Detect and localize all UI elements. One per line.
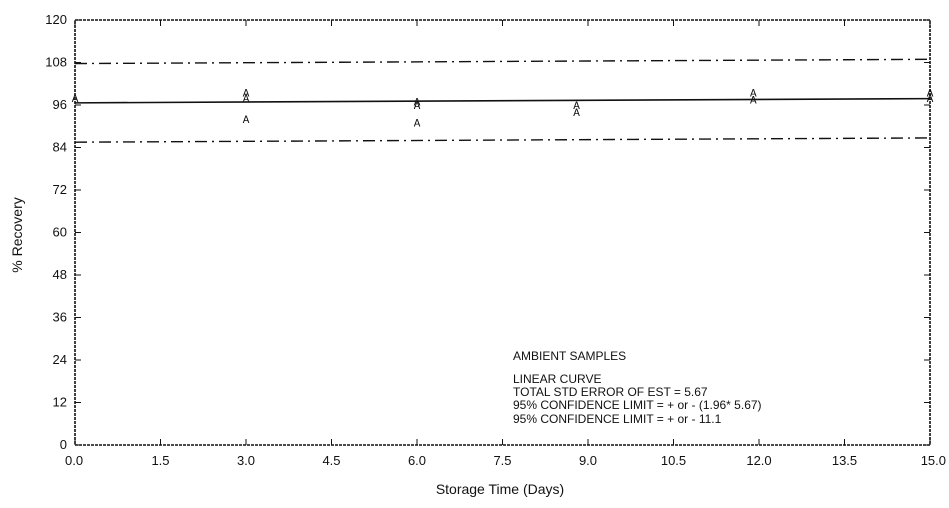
data-point: A [927, 94, 934, 106]
y-tick-label: 0 [60, 437, 67, 452]
regression-line [74, 97, 931, 104]
annotation-line-3: TOTAL STD ERROR OF EST = 5.67 [513, 385, 708, 399]
annotation-line-2: LINEAR CURVE [513, 372, 601, 386]
data-point: A [72, 94, 79, 106]
data-point: A [243, 115, 250, 127]
x-tick-label: 12.0 [746, 453, 771, 468]
data-point: A [243, 94, 250, 106]
y-tick-label: 96 [53, 97, 67, 112]
y-tick-label: 36 [53, 310, 67, 325]
y-tick-label: 72 [53, 182, 67, 197]
upper-confidence-line [74, 58, 931, 65]
y-tick-label: 60 [53, 225, 67, 240]
y-axis-title: % Recovery [9, 197, 25, 272]
x-tick-label: 1.5 [151, 453, 169, 468]
x-tick-label: 13.5 [832, 453, 857, 468]
x-tick-label: 15.0 [921, 453, 946, 468]
y-tick-label: 108 [45, 55, 67, 70]
y-tick-label: 120 [45, 12, 67, 27]
x-tick-label: 6.0 [408, 453, 426, 468]
x-tick-label: 7.5 [493, 453, 511, 468]
y-tick-label: 12 [53, 395, 67, 410]
x-tick-label: 3.0 [237, 453, 255, 468]
x-tick-label: 0.0 [65, 453, 83, 468]
data-point: A [573, 108, 580, 120]
data-point: A [414, 97, 421, 109]
y-tick-label: 84 [53, 140, 67, 155]
annotation-line-4: 95% CONFIDENCE LIMIT = + or - (1.96* 5.6… [513, 398, 762, 412]
data-point: A [750, 89, 757, 101]
plot-frame [74, 19, 931, 446]
data-point: A [414, 119, 421, 131]
x-tick-label: 4.5 [322, 453, 340, 468]
stats-annotation-block: AMBIENT SAMPLES LINEAR CURVE TOTAL STD E… [513, 349, 762, 426]
data-point: A [927, 89, 934, 101]
data-point: A [573, 101, 580, 113]
x-tick-label: 9.0 [579, 453, 597, 468]
data-point: A [243, 89, 250, 101]
y-tick-label: 24 [53, 352, 67, 367]
data-point: A [750, 96, 757, 108]
y-tick-label: 48 [53, 267, 67, 282]
lower-confidence-line [74, 137, 931, 143]
x-tick-label: 10.5 [661, 453, 686, 468]
data-point: A [414, 101, 421, 113]
x-axis-title: Storage Time (Days) [436, 481, 564, 497]
annotation-line-5: 95% CONFIDENCE LIMIT = + or - 11.1 [513, 412, 722, 426]
annotation-line-1: AMBIENT SAMPLES [513, 349, 626, 363]
